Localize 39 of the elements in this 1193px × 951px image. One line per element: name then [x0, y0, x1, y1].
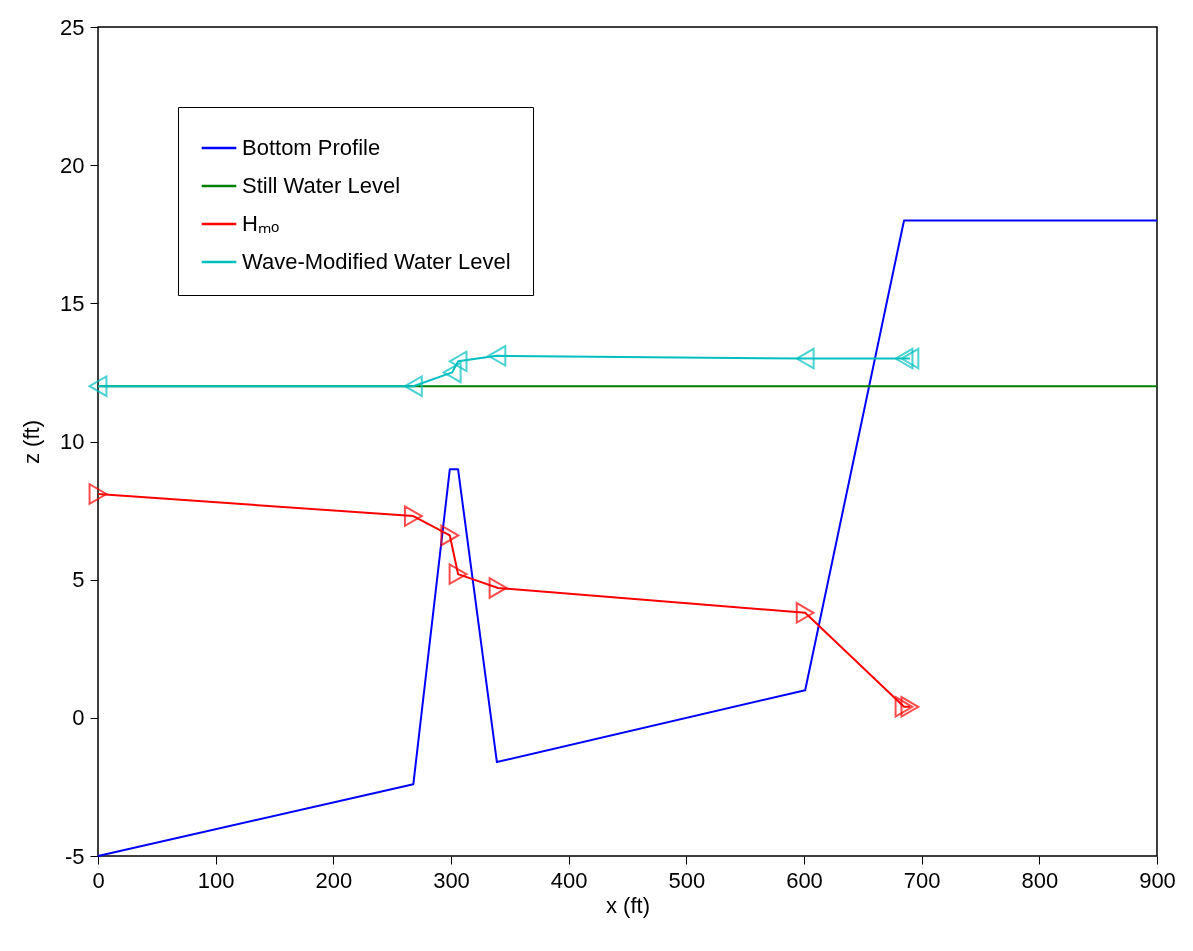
point — [88, 375, 108, 397]
point — [403, 375, 423, 397]
point — [440, 524, 460, 547]
x-tick-label: 400 — [550, 867, 588, 893]
point — [488, 577, 508, 599]
x-tick-label: 500 — [668, 867, 706, 893]
legend-label: Bottom Profile — [242, 135, 381, 160]
point — [88, 483, 108, 505]
y-tick-label: 15 — [60, 290, 85, 316]
y-tick-label: 10 — [60, 429, 85, 454]
y-tick-label: 5 — [72, 567, 85, 593]
point — [448, 563, 468, 585]
x-tick-label: 800 — [1021, 867, 1059, 893]
x-tick-label: 0 — [92, 867, 105, 893]
x-tick-label: 300 — [433, 867, 470, 893]
point — [403, 505, 423, 527]
point — [894, 347, 914, 370]
legend-label: Wave-Modified Water Level — [242, 249, 511, 274]
point — [795, 347, 815, 370]
y-tick-label: -5 — [64, 843, 85, 869]
x-tick-label: 700 — [903, 867, 941, 893]
y-tick-label: 20 — [60, 152, 85, 178]
point — [487, 345, 507, 367]
y-tick-label: 25 — [60, 14, 85, 40]
x-tick-label: 200 — [315, 867, 353, 893]
legend-label: Hₘₒ — [242, 211, 280, 236]
x-tick-label: 600 — [786, 867, 823, 893]
point — [900, 696, 920, 718]
y-axis-title: z (ft) — [19, 420, 45, 464]
legend-label: Still Water Level — [242, 173, 401, 198]
point — [442, 361, 462, 384]
x-tick-label: 900 — [1139, 867, 1176, 893]
y-tick-label: 0 — [72, 705, 85, 731]
x-tick-label: 100 — [197, 867, 235, 893]
point — [795, 602, 815, 624]
point — [894, 696, 914, 718]
point — [448, 350, 468, 373]
x-axis-title: x (ft) — [606, 892, 650, 918]
point — [900, 347, 920, 370]
